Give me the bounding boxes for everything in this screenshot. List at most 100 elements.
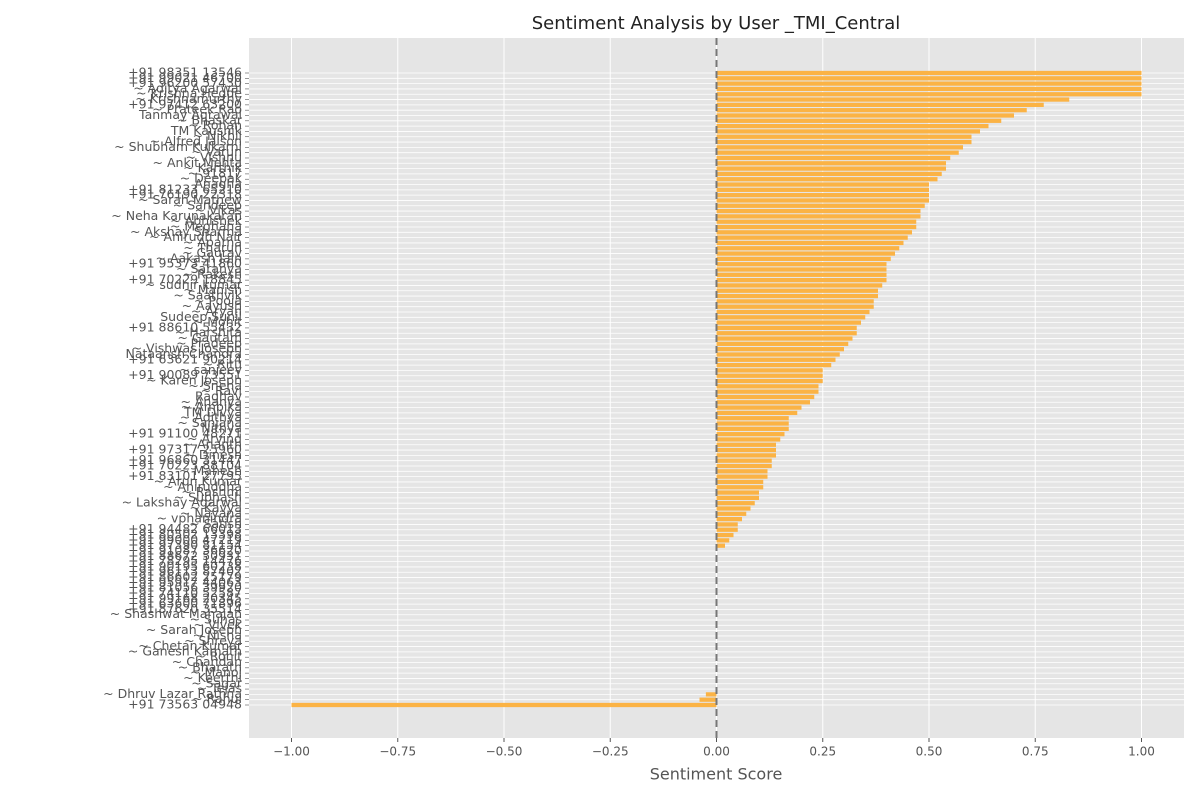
- y-tick-label: ~ Aryan: [191, 303, 242, 318]
- bar: [716, 501, 755, 506]
- y-tick-label: ~ Ambika: [181, 399, 242, 414]
- bar: [705, 692, 717, 697]
- y-tick-label: ~ Bhaskar: [177, 112, 243, 127]
- bar: [716, 378, 823, 384]
- y-tick-label: +91 99168 20345: [128, 590, 242, 605]
- x-axis-label: Sentiment Score: [650, 765, 783, 784]
- bar: [716, 304, 874, 309]
- y-tick-label: Nithya: [201, 420, 242, 435]
- y-tick-label: TM Kaushik: [170, 123, 243, 138]
- bar: [716, 320, 861, 325]
- bar: [716, 139, 972, 145]
- y-tick-label: ~ vphanindra: [157, 511, 242, 526]
- y-tick-label: ~ Harshita: [175, 325, 242, 340]
- y-tick-label: ~ Vishnu: [186, 149, 242, 164]
- bar: [716, 511, 747, 516]
- bar: [716, 224, 917, 230]
- bar: [716, 171, 942, 177]
- y-tick-label: Nataansh Chandra: [125, 346, 242, 361]
- y-tick-label: +91 70223 88104: [128, 458, 242, 473]
- bar: [716, 134, 972, 139]
- y-tick-label: +91 76190 22318: [128, 187, 242, 202]
- bar: [716, 490, 759, 495]
- y-tick-label: +91 90089 73551: [128, 367, 242, 382]
- y-tick-label: ~ Karthik: [183, 160, 243, 175]
- y-tick-label: ~ Dhruv Lazar Rathna: [103, 686, 242, 701]
- bar: [716, 447, 776, 453]
- y-tick-label: ~ Mahesh: [179, 463, 242, 478]
- bar: [716, 203, 925, 208]
- bar: [716, 76, 1142, 81]
- y-tick-label: +91 97390 81154: [128, 537, 242, 552]
- y-tick-label: ~ sanjeev: [179, 362, 242, 377]
- bar: [716, 97, 1070, 102]
- bar: [716, 325, 857, 331]
- y-tick-label: TM Divya: [183, 404, 242, 419]
- bar: [716, 187, 929, 192]
- y-tick-label: ~ Rohit: [195, 649, 242, 664]
- y-tick-label: ~ Neha Karunakaran: [111, 208, 242, 223]
- y-tick-label: +91 95917 44063: [128, 574, 242, 589]
- y-tick-label: ~ Ananth: [183, 436, 242, 451]
- y-tick-label: ~ Sanjana: [177, 415, 242, 430]
- y-tick-label: ~ Rashmi: [181, 484, 242, 499]
- y-tick-label: ~ Tejas: [197, 681, 242, 696]
- bar: [716, 506, 751, 511]
- y-tick-labels: +91 98351 13546+91 99021 46700+91 96200 …: [103, 65, 249, 712]
- y-tick-label: ~ Mohit: [193, 314, 242, 329]
- bar: [716, 352, 840, 357]
- bar: [716, 527, 738, 532]
- y-tick-label: ~ Rohan: [188, 118, 242, 133]
- y-tick-label: ~ Bharath: [178, 659, 242, 674]
- bar: [716, 272, 887, 277]
- bar: [716, 538, 730, 543]
- bar: [716, 543, 725, 548]
- y-tick-label: ~ Abhishek: [170, 213, 242, 228]
- x-tick-label: −0.50: [486, 745, 523, 759]
- y-tick-label: ~ Varun: [191, 144, 242, 159]
- bar: [716, 442, 776, 447]
- bar: [716, 453, 776, 458]
- x-tick-label: 0.00: [703, 745, 730, 759]
- y-tick-label: ~ Kavya: [189, 500, 242, 515]
- chart-title: Sentiment Analysis by User _TMI_Central: [532, 13, 901, 34]
- bar: [716, 150, 959, 155]
- y-tick-label: Anagha: [194, 176, 242, 191]
- y-tick-label: ~ Anirudh Nair: [149, 229, 243, 244]
- bar: [716, 70, 1142, 76]
- y-tick-label: ~ Nikhil: [193, 128, 242, 143]
- bar: [716, 161, 946, 166]
- bar: [291, 702, 717, 708]
- y-tick-label: ~ Keerthi: [183, 670, 242, 685]
- y-tick-label: +91 70229 18845: [128, 272, 242, 287]
- y-tick-label: ~ Saathvik: [173, 288, 242, 303]
- bar: [716, 410, 798, 416]
- bar: [716, 293, 878, 299]
- bar: [716, 235, 908, 240]
- bar: [716, 113, 1014, 118]
- y-tick-label: ~ Suhas: [190, 612, 242, 627]
- y-tick-label: ~ Vivek: [193, 617, 242, 632]
- y-tick-label: ~ Shubham Kulkarni: [114, 139, 242, 154]
- y-tick-label: +91 94482 66013: [128, 521, 242, 536]
- y-tick-label: ~ Ritu: [203, 357, 242, 372]
- y-tick-label: ~ Tharun: [183, 240, 242, 255]
- y-tick-label: ~ Akshay Sharma: [130, 224, 242, 239]
- bar: [716, 230, 912, 235]
- bar: [716, 166, 946, 171]
- bar: [716, 246, 900, 251]
- bar: [716, 495, 759, 500]
- bar: [716, 278, 887, 283]
- bar: [716, 331, 857, 336]
- bar: [716, 458, 772, 463]
- y-tick-label: ~ Ankit Mehta: [153, 155, 242, 170]
- y-tick-label: ~ Aakash Jain: [156, 250, 243, 265]
- x-tick-label: 0.75: [1022, 745, 1049, 759]
- y-tick-label: ~ Deepak: [180, 171, 243, 186]
- y-tick-label: ~ sudhir kumar: [145, 277, 243, 292]
- bar: [716, 182, 929, 187]
- bar: [716, 108, 1027, 113]
- bar: [716, 479, 764, 485]
- x-tick-label: −0.75: [379, 745, 416, 759]
- bar: [716, 177, 938, 182]
